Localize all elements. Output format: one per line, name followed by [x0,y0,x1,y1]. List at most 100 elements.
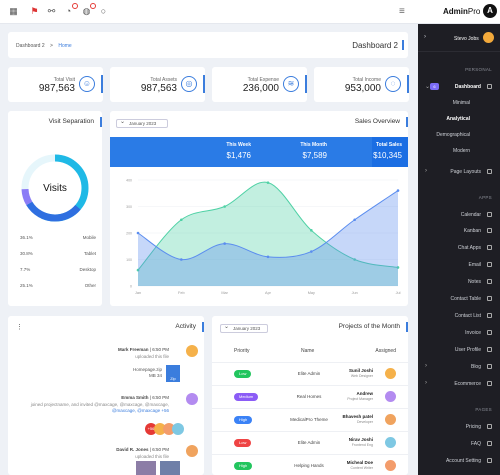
sidebar-item-faq[interactable]: FAQ [418,439,500,449]
bag-icon [487,381,492,386]
sales-month-select[interactable]: January 2023 [116,118,168,128]
activity-card: ⋮ Activity Mark Freeman | 6:50 PM upload… [8,316,204,475]
assignee-name: Micheal Doe [346,460,373,465]
avatar[interactable] [385,368,396,379]
series-0-area [138,182,398,286]
x-tick-label: Jul [396,291,401,295]
avatar[interactable] [186,393,198,405]
link-icon[interactable]: ⚯ [47,6,56,16]
sidebar-item-analytical[interactable]: Analytical [446,116,470,122]
avatar[interactable] [186,445,198,457]
sidebar-user[interactable]: › Stevo Jobs [418,24,500,52]
sidebar-item-minimal[interactable]: Minimal [452,100,470,106]
series-0-point [353,258,356,261]
assignee-name: Sunil Joshi [348,368,373,373]
sidebar-item-contact-list[interactable]: Contact List [418,311,500,321]
file-attachment[interactable]: Homepage.zip MB 34 [132,367,162,378]
chevron-right-icon: › [425,380,427,386]
series-0-point [310,229,313,232]
activity-title: Activity [175,323,196,330]
help-icon [487,441,492,446]
table-row[interactable]: Medium Real Homes Andrew Project Manager [212,385,408,407]
assignee-role: Frontend Eng [351,443,373,447]
series-1-area [138,190,398,286]
visit-row-desktop: 7.7% Desktop [20,267,96,272]
series-1-point [396,189,400,192]
sidebar-item-modern[interactable]: Modern [453,148,470,154]
sidebar-item-kanban[interactable]: Kanban [418,226,500,236]
sidebar-item-email[interactable]: Email [418,260,500,270]
assignee-role: Developer [357,420,373,424]
series-0-point [223,205,226,208]
sidebar-item-pricing[interactable]: Pricing [418,422,500,432]
avatar[interactable] [186,345,198,357]
sales-total: Total Sales $10,345 [373,142,402,160]
sales-title: Sales Overview [354,118,400,125]
brand-name[interactable]: AdminPro [443,7,481,16]
sales-summary-bar: This Week $1,476 This Month $7,589 Total S… [110,137,408,167]
visits-donut: Visits [21,154,89,222]
sidebar-item-user-profile[interactable]: User Profile [418,345,500,355]
table-row[interactable]: Low Elite Admin Nirav Joshi Frontend Eng [212,431,408,453]
sidebar-item-page-layouts[interactable]: › Page Layouts [418,167,500,177]
avatar[interactable] [385,437,396,448]
sidebar-item-dashboard[interactable]: ⌄ 6 Dashboard [418,82,500,92]
image-thumbnail[interactable] [136,461,156,475]
project-name: Elite Admin [297,440,321,445]
col-priority: Priority [234,348,250,354]
more-vertical-icon[interactable]: ⋮ [16,324,23,331]
dashboard-badge: 6 [430,83,439,90]
table-row[interactable]: High Helping Hands Micheal Doe Content Writ… [212,454,408,475]
table-row[interactable]: Low Elite Admin Sunil Joshi Web Designer [212,362,408,384]
avatar[interactable] [385,414,396,425]
search-icon[interactable]: ○ [100,6,107,16]
activity-item: Emma Smith | 6:50 PM joined projectname,… [30,395,169,413]
priority-badge: High [234,416,253,424]
table-row[interactable]: High MedicalPro Theme Bhavesh patel Develop… [212,408,408,430]
zip-file-icon[interactable]: Zip [166,365,180,382]
grid-icon[interactable]: ▦ [9,6,18,16]
list-icon [487,313,492,318]
x-tick-label: Apr [265,291,272,295]
cart-icon[interactable]: ◍ [81,3,96,17]
notes-icon [487,279,492,284]
chevron-right-icon: › [425,168,427,174]
chevron-down-icon: ⌄ [425,84,431,90]
avatar[interactable] [385,391,396,402]
sidebar-item-blog[interactable]: › Blog [418,362,500,372]
series-0-point [396,266,400,269]
sidebar-item-invoice[interactable]: Invoice [418,328,500,338]
section-apps: APPS [478,195,492,200]
chevron-right-icon[interactable]: › [424,34,426,40]
flag-icon[interactable]: ⚑ [30,6,39,16]
avatar[interactable] [483,32,494,43]
col-name: Name [301,348,315,354]
projects-card: January 2023 Projects of the Month Prior… [212,316,408,475]
avatar[interactable] [172,423,184,435]
breadcrumb-root[interactable]: Dashboard 2 [16,43,45,49]
breadcrumb-current[interactable]: Home [58,43,72,49]
brand-logo-icon[interactable]: A [483,4,497,18]
sidebar-item-ecommerce[interactable]: › Ecommerce [418,379,500,389]
hamburger-icon[interactable]: ≡ [399,6,405,17]
brand-header: AdminPro A [418,0,500,24]
series-1-point [180,258,183,261]
assignee-name: Andrew [356,391,373,396]
x-tick-label: May [308,291,315,295]
sidebar-item-contact-table[interactable]: Contact Table [418,294,500,304]
top-bar: ▦ ⚑ ⚯ ◔ ◍ ○ ≡ [0,0,418,24]
project-name: MedicalPro Theme [290,417,328,422]
assets-icon: ◎ [181,76,197,92]
sidebar: › Stevo Jobs PERSONAL ⌄ 6 Dashboard Mini… [418,24,500,475]
sidebar-item-account-setting[interactable]: Account Setting [418,456,500,466]
avatar[interactable] [385,460,396,471]
sidebar-item-notes[interactable]: Notes [418,277,500,287]
priority-badge: Low [234,370,252,378]
bell-icon[interactable]: ◔ [63,3,78,17]
priority-badge: High [234,462,253,470]
projects-month-select[interactable]: January 2023 [220,323,268,333]
sidebar-item-demographical[interactable]: Demographical [436,132,470,138]
sidebar-item-chat-apps[interactable]: Chat Apps [418,243,500,253]
sidebar-item-calendar[interactable]: Calendar [418,210,500,220]
image-thumbnail[interactable] [160,461,180,475]
